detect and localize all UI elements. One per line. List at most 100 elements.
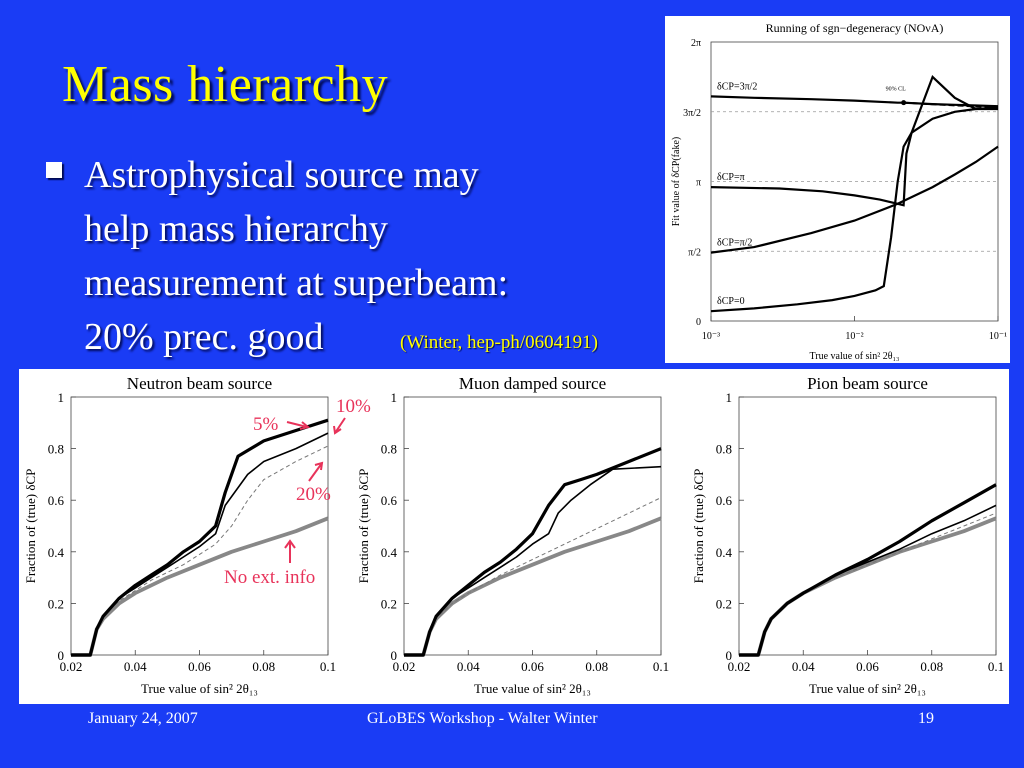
y-tick-label: 0.6 [381, 493, 398, 508]
bullet-line-3: measurement at superbeam: [84, 262, 509, 304]
chart-title: Running of sgn−degeneracy (NOνA) [766, 21, 944, 35]
x-tick-label: 0.1 [653, 659, 669, 674]
x-axis-label: True value of sin² 2θ₁₃ [474, 681, 591, 696]
fraction-charts-svg: Neutron beam source 0 0.2 0.4 0.6 0.8 1 0.02 0.0… [23, 374, 1004, 696]
series-line [710, 74, 998, 207]
bullet-line-4: 20% prec. good [84, 316, 324, 358]
series-line [710, 106, 999, 313]
x-tick-label: 0.08 [585, 659, 608, 674]
bullet-line-2: help mass hierarchy [84, 208, 388, 250]
y-tick-label: 1 [391, 390, 398, 405]
y-axis-label: Fraction of (true) δCP [691, 469, 706, 584]
y-tick-label: π/2 [688, 247, 701, 258]
y-tick-label: 0.2 [716, 596, 732, 611]
x-tick-label: 0.04 [124, 659, 147, 674]
plot-frame [403, 396, 662, 656]
x-axis-label: True value of sin² 2θ₁₃ [810, 351, 900, 362]
footer-page-number: 19 [918, 710, 934, 727]
y-tick-label: 0.2 [48, 596, 64, 611]
arrow-10-icon [334, 417, 346, 434]
y-tick-label: 0.4 [48, 545, 65, 560]
x-tick-label: 0.08 [920, 659, 943, 674]
series-line [404, 497, 662, 656]
fraction-charts-panel: Neutron beam source 0 0.2 0.4 0.6 0.8 1 0.02 0.0… [19, 369, 1009, 704]
bullet-marker-icon [46, 162, 62, 178]
footer-date: January 24, 2007 [88, 710, 198, 727]
y-axis-label: Fit value of δCP(fake) [671, 137, 682, 226]
series-line [710, 95, 999, 108]
x-tick-label: 10⁻¹ [989, 331, 1007, 342]
arrow-5-icon [286, 421, 308, 428]
x-axis-label: True value of sin² 2θ₁₃ [809, 681, 926, 696]
y-axis-label: Fraction of (true) δCP [23, 469, 38, 584]
panel-title: Pion beam source [807, 374, 928, 393]
degeneracy-chart-svg: Running of sgn−degeneracy (NOνA) 0 π/2 π 3π/… [671, 21, 1007, 362]
x-tick-label: 0.06 [521, 659, 544, 674]
y-tick-label: 0 [58, 648, 65, 663]
x-tick-label: 0.02 [728, 659, 751, 674]
arrow-5-head-icon [299, 421, 311, 430]
cl-dashed-line [903, 101, 999, 109]
arrow-noext-head-icon [284, 539, 296, 549]
x-tick-label: 0.02 [393, 659, 416, 674]
footer-title: GLoBES Workshop - Walter Winter [367, 710, 598, 727]
y-tick-label: 0.6 [716, 493, 733, 508]
y-tick-label: 0.2 [381, 596, 397, 611]
y-tick-label: 0.4 [716, 545, 733, 560]
y-tick-label: π [696, 178, 701, 189]
x-tick-label: 0.04 [457, 659, 480, 674]
panel-title: Neutron beam source [127, 374, 272, 393]
series-line [71, 418, 329, 657]
series-line [739, 483, 997, 657]
slide-title: Mass hierarchy [62, 56, 389, 113]
degeneracy-chart: Running of sgn−degeneracy (NOνA) 0 π/2 π 3π/… [665, 16, 1010, 363]
arrow-10-head-icon [333, 425, 342, 435]
y-axis-label: Fraction of (true) δCP [356, 469, 371, 584]
series-label: δCP=π/2 [717, 238, 752, 249]
y-tick-label: 0.4 [381, 545, 398, 560]
x-tick-label: 0.08 [252, 659, 275, 674]
x-tick-label: 10⁻³ [702, 331, 720, 342]
annotation-no-ext-info: No ext. info [224, 567, 315, 588]
y-tick-label: 0.8 [716, 442, 732, 457]
y-tick-label: 3π/2 [683, 108, 701, 119]
series-line [404, 465, 662, 656]
series-label: δCP=π [717, 172, 745, 183]
y-tick-label: 1 [726, 390, 733, 405]
cl-label: 90% CL [886, 87, 907, 93]
x-tick-label: 0.06 [188, 659, 211, 674]
y-tick-label: 0.8 [381, 442, 397, 457]
y-tick-label: 0 [726, 648, 733, 663]
y-tick-label: 0 [696, 317, 701, 328]
y-tick-label: 2π [691, 38, 701, 49]
arrow-20-icon [308, 462, 323, 482]
citation: (Winter, hep-ph/0604191) [400, 332, 598, 353]
y-tick-label: 0 [391, 648, 398, 663]
series-line [710, 145, 999, 254]
plot-frame [738, 396, 997, 656]
y-tick-label: 1 [58, 390, 65, 405]
series-line [404, 447, 662, 657]
annotation-20-percent: 20% [296, 484, 331, 505]
series-label: δCP=0 [717, 296, 745, 307]
x-tick-label: 0.1 [320, 659, 336, 674]
panel-title: Muon damped source [459, 374, 606, 393]
x-tick-label: 0.04 [792, 659, 815, 674]
series-label: δCP=3π/2 [717, 81, 757, 92]
series-line [404, 516, 662, 657]
arrow-20-head-icon [314, 461, 324, 471]
y-tick-label: 0.6 [48, 493, 65, 508]
y-tick-label: 0.8 [48, 442, 64, 457]
plot-frame [70, 396, 329, 656]
x-tick-label: 0.02 [60, 659, 83, 674]
cl-marker [901, 100, 907, 106]
x-tick-label: 10⁻² [845, 331, 863, 342]
bullet-line-1: Astrophysical source may [84, 154, 479, 196]
x-tick-label: 0.1 [988, 659, 1004, 674]
x-tick-label: 0.06 [856, 659, 879, 674]
series-line [739, 504, 997, 656]
x-axis-label: True value of sin² 2θ₁₃ [141, 681, 258, 696]
series-line [71, 445, 329, 656]
series-line [739, 516, 997, 657]
annotation-10-percent: 10% [336, 396, 371, 417]
